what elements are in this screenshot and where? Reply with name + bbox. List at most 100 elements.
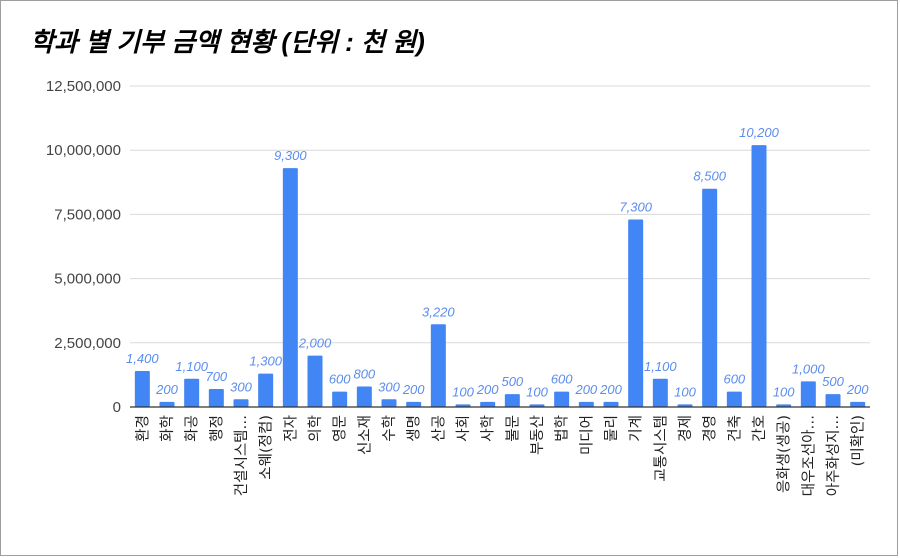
x-tick-label: 불문 (504, 415, 521, 442)
bar (159, 401, 175, 407)
bar (603, 401, 619, 407)
data-label: 500 (501, 374, 523, 389)
bar (504, 394, 520, 407)
data-label: 200 (402, 382, 425, 397)
data-label: 300 (378, 379, 400, 394)
x-tick-label: 교통시스템 (652, 415, 669, 482)
bar (529, 404, 545, 407)
data-label: 10,200 (739, 125, 780, 140)
gridlines (130, 85, 870, 344)
bar (800, 381, 816, 407)
bar (726, 391, 742, 407)
bar (677, 404, 693, 407)
data-label: 200 (155, 382, 178, 397)
y-axis: 0 2,500,000 5,000,000 7,500,000 10,000,000 12… (46, 78, 121, 416)
bar (628, 219, 644, 407)
data-label: 2,000 (298, 336, 332, 351)
bar (776, 404, 792, 407)
bar (356, 386, 372, 407)
data-label: 3,220 (422, 304, 455, 319)
y-tick-label: 12,500,000 (46, 78, 121, 95)
data-label: 700 (205, 369, 227, 384)
x-tick-label: 화학 (159, 415, 176, 442)
x-tick-label: 산공 (430, 415, 447, 442)
x-tick-label: 신소재 (356, 415, 373, 455)
bar (134, 371, 150, 407)
bar (381, 399, 397, 407)
data-label: 500 (822, 374, 844, 389)
x-tick-label: 전자 (282, 415, 299, 442)
x-tick-label: 영문 (332, 415, 349, 442)
bar (652, 378, 668, 407)
data-label: 1,000 (792, 361, 825, 376)
chart-title: 학과 별 기부 금액 현황 (단위 : 천 원) (30, 27, 425, 57)
y-tick-label: 5,000,000 (54, 271, 121, 288)
data-label: 200 (574, 382, 597, 397)
y-tick-label: 10,000,000 (46, 142, 121, 159)
data-label: 1,400 (126, 351, 159, 366)
bar (184, 378, 200, 407)
x-tick-label: 간호 (751, 415, 768, 442)
bar (702, 188, 718, 407)
x-tick-label: 미디어 (578, 415, 595, 455)
x-tick-label: 환경 (134, 415, 151, 442)
x-tick-label: 건축 (726, 415, 743, 442)
x-tick-label: 대우조선아… (800, 415, 817, 496)
x-tick-label: 사회 (455, 415, 472, 442)
x-tick-label: 경영 (702, 415, 719, 442)
bar (850, 401, 866, 407)
x-tick-label: 소웨(정컴) (258, 415, 275, 480)
x-tick-label: 건설시스템… (233, 415, 250, 496)
data-label: 100 (674, 384, 696, 399)
bar (430, 324, 446, 407)
data-label: 100 (452, 384, 474, 399)
y-tick-label: 7,500,000 (54, 206, 121, 223)
bar (258, 373, 274, 407)
x-tick-label: 의학 (307, 415, 324, 442)
data-label: 200 (846, 382, 869, 397)
bars (134, 145, 866, 407)
x-tick-label: (미확인) (850, 415, 867, 466)
x-tick-label: 물리 (603, 415, 620, 442)
bar (480, 401, 496, 407)
bar (307, 355, 323, 407)
x-tick-label: 응화생(생공) (776, 415, 793, 493)
data-label: 800 (353, 366, 375, 381)
bar (825, 394, 841, 407)
data-label: 8,500 (693, 169, 726, 184)
bar (208, 389, 224, 407)
bar (578, 401, 594, 407)
data-label: 600 (551, 372, 573, 387)
data-label: 100 (773, 384, 795, 399)
x-tick-label: 행정 (208, 415, 225, 442)
data-label: 100 (526, 384, 548, 399)
y-tick-label: 2,500,000 (54, 335, 121, 352)
y-tick-label: 0 (113, 399, 121, 416)
data-label: 1,300 (249, 354, 282, 369)
bar (233, 399, 249, 407)
data-label: 7,300 (619, 200, 652, 215)
data-label: 200 (599, 382, 622, 397)
bar (554, 391, 570, 407)
bar (406, 401, 422, 407)
data-label: 600 (329, 372, 351, 387)
x-tick-label: 수학 (381, 415, 398, 442)
x-tick-label: 사학 (480, 415, 497, 442)
x-tick-label: 아주화성지… (825, 415, 842, 496)
x-tick-label: 기계 (628, 415, 645, 442)
bar (282, 168, 298, 407)
x-tick-label: 부동산 (529, 415, 546, 455)
bar (455, 404, 471, 407)
bar (332, 391, 348, 407)
x-tick-label: 화공 (184, 415, 201, 442)
data-label: 1,100 (175, 359, 208, 374)
x-tick-label: 법학 (554, 415, 571, 442)
data-label: 200 (476, 382, 499, 397)
data-label: 600 (723, 372, 745, 387)
data-label: 9,300 (274, 148, 307, 163)
x-axis: 환경 화학 화공 행정 건설시스템… 소웨(정컴) 전자 의학 영문 신소재 수학 생명 산공 사회 사학 불… (130, 406, 870, 496)
data-label: 300 (230, 379, 252, 394)
